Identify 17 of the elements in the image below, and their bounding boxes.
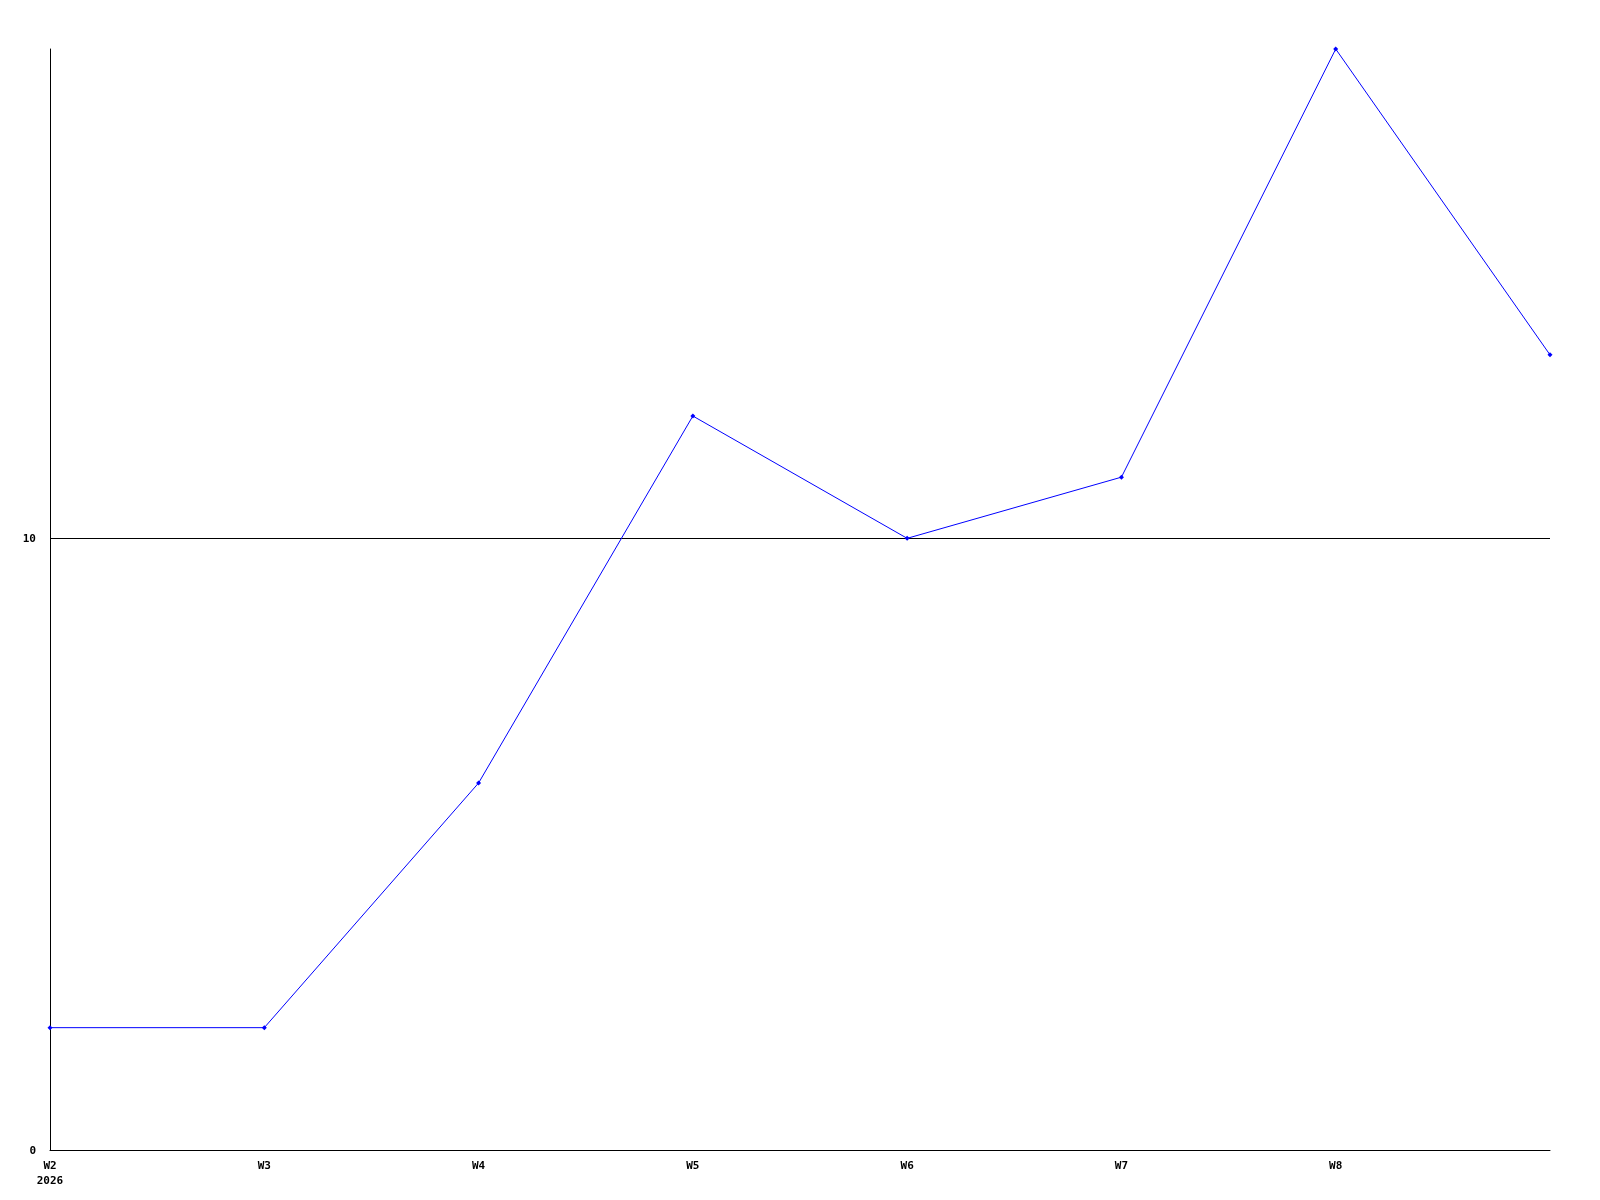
- point: [1547, 352, 1553, 358]
- x-tick-label: W3: [257, 1159, 271, 1172]
- point: [476, 780, 482, 786]
- x-tick-label: W4: [471, 1159, 486, 1172]
- y-tick-label: 0: [29, 1143, 36, 1157]
- x-tick-label: W2 2026: [36, 1159, 64, 1187]
- x-tick-label: W6: [900, 1159, 915, 1172]
- x-tick-label: W5: [686, 1159, 700, 1172]
- point: [47, 1025, 53, 1031]
- point: [1118, 474, 1124, 480]
- y-tick-label: 10: [22, 531, 36, 545]
- point: [1333, 46, 1339, 52]
- x-tick-label: W8: [1329, 1159, 1343, 1172]
- point: [261, 1025, 267, 1031]
- x-tick-label: W7: [1114, 1159, 1129, 1172]
- point: [690, 413, 696, 419]
- point: [904, 535, 910, 541]
